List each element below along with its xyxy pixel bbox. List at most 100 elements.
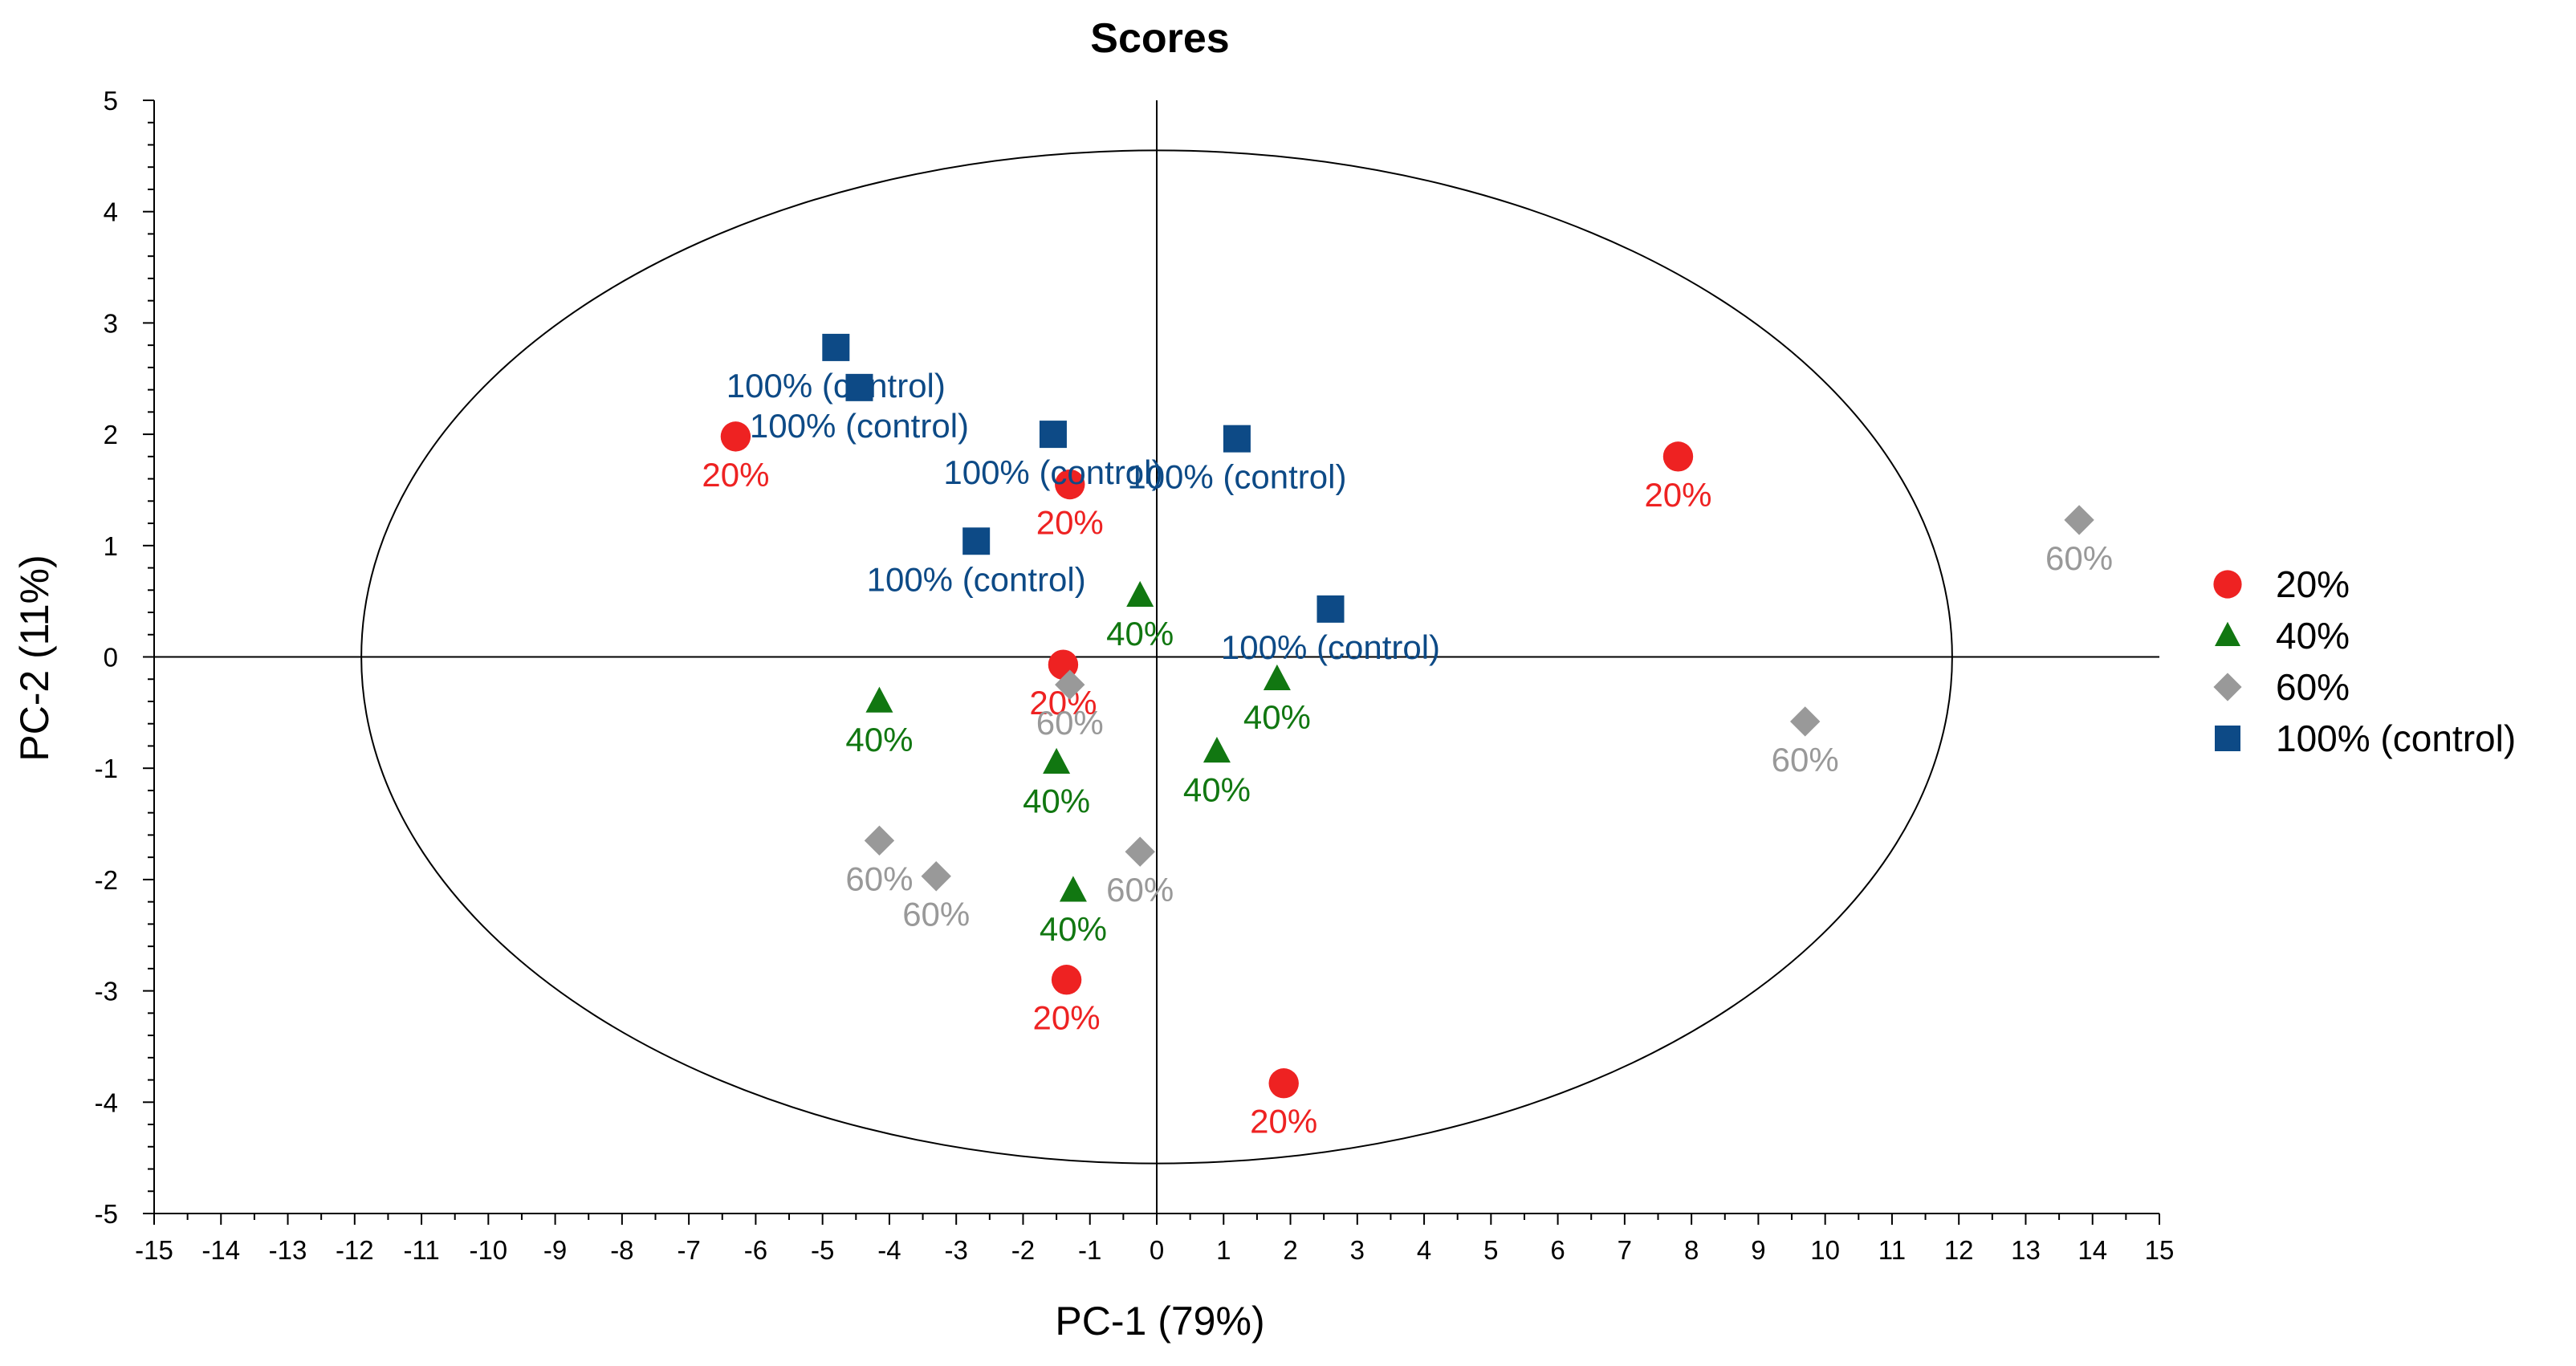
x-tick-label: 6 [1550, 1235, 1565, 1265]
y-tick-label: 4 [104, 197, 118, 227]
y-tick-label: -1 [95, 754, 118, 783]
data-point-label: 60% [902, 896, 970, 933]
x-tick-label: -9 [543, 1235, 567, 1265]
legend-marker-triangle [2215, 621, 2240, 646]
y-axis-label: PC-2 (11%) [12, 555, 57, 761]
y-tick-label: -3 [95, 977, 118, 1006]
data-point-label: 20% [702, 456, 769, 494]
y-tick-label: 0 [104, 643, 118, 673]
x-tick-label: 14 [2077, 1235, 2107, 1265]
data-point-label: 40% [845, 721, 913, 758]
data-point-label: 60% [1772, 741, 1839, 779]
data-point-square [1039, 421, 1067, 449]
chart-title: Scores [1090, 15, 1229, 62]
y-tick-label: 2 [104, 420, 118, 449]
data-point-diamond [2064, 505, 2094, 535]
data-point-triangle [1059, 876, 1087, 902]
x-tick-label: -7 [677, 1235, 700, 1265]
x-tick-label: -5 [811, 1235, 834, 1265]
legend: 20% 40% 60% 100% (control) [2213, 563, 2516, 759]
data-point-label: 40% [1183, 770, 1251, 808]
data-point-label: 100% (control) [1127, 458, 1346, 496]
data-point-circle [1055, 469, 1085, 500]
data-point-square [1316, 595, 1345, 623]
data-point-square [845, 373, 873, 401]
data-point-label: 100% (control) [750, 407, 969, 445]
data-point-label: 60% [1036, 704, 1104, 742]
y-tick-label: -4 [95, 1088, 118, 1117]
y-tick-label: 5 [104, 86, 118, 116]
legend-marker-diamond [2213, 673, 2242, 701]
y-tick-label: -5 [95, 1199, 118, 1229]
data-point-circle [720, 421, 751, 452]
y-tick-label: -2 [95, 865, 118, 895]
data-point-square [1223, 425, 1251, 453]
data-point-diamond [1125, 836, 1155, 867]
data-point-triangle [1263, 664, 1291, 691]
data-point-label: 20% [1033, 999, 1101, 1037]
data-point-label: 60% [2045, 539, 2113, 577]
x-tick-label: -12 [336, 1235, 374, 1265]
x-tick-label: -13 [269, 1235, 307, 1265]
legend-item-label: 20% [2276, 563, 2350, 605]
x-tick-label: -15 [135, 1235, 173, 1265]
x-tick-label: -2 [1011, 1235, 1035, 1265]
x-tick-label: 0 [1150, 1235, 1164, 1265]
data-point-label: 20% [1036, 504, 1104, 542]
legend-marker-square [2215, 726, 2240, 751]
legend-item-label: 40% [2276, 615, 2350, 657]
y-tick-label: 3 [104, 308, 118, 338]
x-tick-label: 4 [1417, 1235, 1431, 1265]
data-point-diamond [1789, 706, 1821, 737]
data-point-square [962, 527, 991, 555]
x-tick-label: 12 [1944, 1235, 1974, 1265]
x-tick-label: 15 [2145, 1235, 2175, 1265]
plot-area: -15 -14 -13 -12 -11 -10 -9 -8 -7 -6 -5 -4 -3 -2 -1 0 1 2 3… [95, 86, 2175, 1265]
legend-marker-circle [2213, 570, 2242, 599]
legend-item-label: 60% [2276, 666, 2350, 708]
data-point-label: 100% (control) [1221, 628, 1440, 666]
data-point-label: 40% [1040, 910, 1107, 948]
data-point-label: 40% [1106, 615, 1174, 653]
data-point-label: 100% (control) [726, 367, 946, 405]
x-tick-label: 3 [1350, 1235, 1365, 1265]
data-point-triangle [865, 686, 893, 713]
x-axis-label: PC-1 (79%) [1055, 1299, 1264, 1344]
data-point-diamond [1055, 669, 1085, 700]
x-tick-label: 5 [1483, 1235, 1498, 1265]
data-point-triangle [1203, 737, 1231, 763]
data-point-label: 20% [1644, 476, 1711, 514]
x-tick-label: -8 [610, 1235, 633, 1265]
legend-item-label: 100% (control) [2276, 718, 2516, 759]
data-point-triangle [1126, 580, 1154, 607]
x-tick-label: 7 [1618, 1235, 1632, 1265]
x-tick-label: 13 [2011, 1235, 2041, 1265]
x-tick-label: 11 [1878, 1235, 1906, 1265]
data-point-label: 20% [1250, 1103, 1317, 1140]
data-point-label: 60% [1106, 871, 1174, 909]
data-point-circle [1051, 965, 1082, 995]
data-point-circle [1268, 1068, 1299, 1099]
x-tick-label: -4 [877, 1235, 901, 1265]
x-tick-label: -3 [945, 1235, 968, 1265]
data-point-label: 40% [1023, 782, 1090, 819]
data-point-circle [1662, 441, 1694, 472]
x-tick-label: -6 [744, 1235, 767, 1265]
data-point-square [822, 333, 850, 361]
data-point-label: 40% [1243, 698, 1311, 736]
x-tick-label: 8 [1684, 1235, 1699, 1265]
x-tick-label: -1 [1078, 1235, 1101, 1265]
x-tick-label: -11 [403, 1235, 439, 1265]
data-point-label: 100% (control) [943, 453, 1162, 491]
data-point-label: 100% (control) [867, 560, 1086, 598]
data-point-triangle [1043, 747, 1071, 774]
x-tick-label: 10 [1810, 1235, 1840, 1265]
data-point-diamond [864, 825, 895, 856]
x-tick-label: 2 [1283, 1235, 1297, 1265]
x-tick-label: 1 [1216, 1235, 1231, 1265]
x-tick-label: 9 [1751, 1235, 1765, 1265]
x-tick-label: -10 [469, 1235, 507, 1265]
confidence-ellipse [360, 149, 1953, 1165]
x-tick-label: -14 [201, 1235, 240, 1265]
